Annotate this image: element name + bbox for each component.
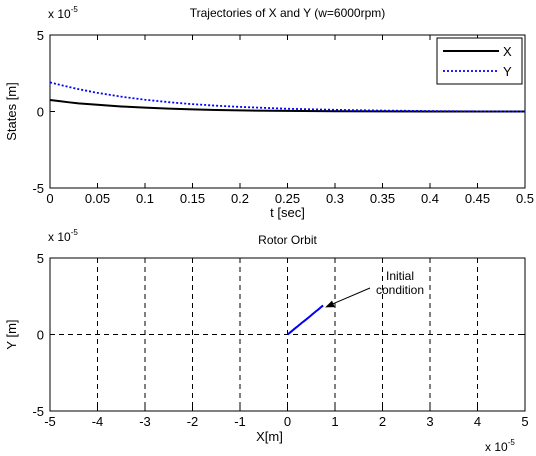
top-chart-title: Trajectories of X and Y (w=6000rpm) (190, 6, 386, 20)
series-y-line (49, 81, 526, 113)
bottom-y-tick-label: -5 (32, 404, 44, 419)
top-y-tick-label: 5 (37, 28, 44, 43)
bottom-x-tick-label: -2 (187, 414, 199, 429)
top-x-tick-label: 0 (46, 191, 53, 206)
bottom-x-tick-label: 1 (331, 414, 338, 429)
legend-label-y: Y (503, 64, 512, 79)
bottom-x-tick-label: -3 (139, 414, 151, 429)
legend-label-x: X (503, 44, 512, 59)
bottom-x-tick-label: -4 (92, 414, 104, 429)
bottom-x-tick-label: 3 (426, 414, 433, 429)
top-y-tick-label: 0 (37, 105, 44, 120)
top-legend: X Y (436, 37, 523, 85)
bottom-x-axis-label: X[m] (256, 429, 283, 444)
top-x-tick-label: 0.35 (370, 191, 395, 206)
top-series-group (49, 81, 526, 113)
rotor-orbit-chart: Rotor Orbit x 10-5 x 10-5 Y [m] X[m] -5-… (4, 228, 529, 454)
top-x-tick-label: 0.4 (421, 191, 439, 206)
bottom-x-exponent: x 10-5 (485, 438, 515, 454)
annotation-line-1: Initial (386, 269, 414, 283)
bottom-x-tick-label: 4 (474, 414, 481, 429)
top-x-axis-label: t [sec] (270, 205, 305, 220)
annotation-arrow (328, 287, 371, 306)
top-x-tick-label: 0.5 (516, 191, 534, 206)
trajectories-chart: Trajectories of X and Y (w=6000rpm) x 10… (4, 5, 534, 220)
top-x-tick-label: 0.15 (180, 191, 205, 206)
legend-box (436, 37, 523, 85)
top-x-tick-label: 0.25 (275, 191, 300, 206)
top-y-axis-label: States [m] (4, 82, 19, 141)
top-y-exponent: x 10-5 (48, 5, 78, 21)
bottom-x-tick-label: 5 (521, 414, 528, 429)
top-y-tick-label: -5 (32, 181, 44, 196)
bottom-chart-title: Rotor Orbit (258, 233, 317, 247)
initial-condition-annotation: Initial condition (325, 269, 424, 308)
bottom-y-tick-label: 0 (37, 328, 44, 343)
bottom-y-ticks: -5 0 5 (32, 251, 525, 419)
orbit-trace (286, 304, 324, 336)
top-x-tick-label: 0.45 (465, 191, 490, 206)
bottom-y-exponent-power: -5 (71, 228, 79, 237)
top-x-tick-label: 0.3 (326, 191, 344, 206)
bottom-x-exponent-power: -5 (508, 438, 516, 447)
series-x-line (49, 99, 525, 113)
bottom-y-axis-label: Y [m] (4, 319, 19, 349)
annotation-line-2: condition (376, 283, 424, 297)
top-y-exponent-power: -5 (71, 5, 79, 14)
top-x-tick-label: 0.05 (85, 191, 110, 206)
annotation-arrowhead (325, 300, 335, 308)
bottom-y-tick-label: 5 (37, 251, 44, 266)
bottom-x-exponent-base: x 10 (485, 440, 508, 454)
bottom-series-group (286, 304, 324, 336)
bottom-x-tick-label: 0 (284, 414, 291, 429)
bottom-x-tick-label: -1 (234, 414, 246, 429)
top-y-exponent-base: x 10 (48, 7, 71, 21)
bottom-x-tick-label: 2 (379, 414, 386, 429)
bottom-x-ticks: -5 -4 -3 -2 -1 0 1 2 3 4 5 (44, 258, 529, 429)
bottom-y-exponent: x 10-5 (48, 228, 78, 244)
top-x-tick-label: 0.1 (136, 191, 154, 206)
top-x-tick-label: 0.2 (231, 191, 249, 206)
top-x-ticks: 0 0.05 0.1 0.15 0.2 0.25 0.3 0.35 0.4 0.45 0.5 (46, 35, 534, 206)
bottom-y-exponent-base: x 10 (48, 230, 71, 244)
bottom-x-tick-label: -5 (44, 414, 56, 429)
